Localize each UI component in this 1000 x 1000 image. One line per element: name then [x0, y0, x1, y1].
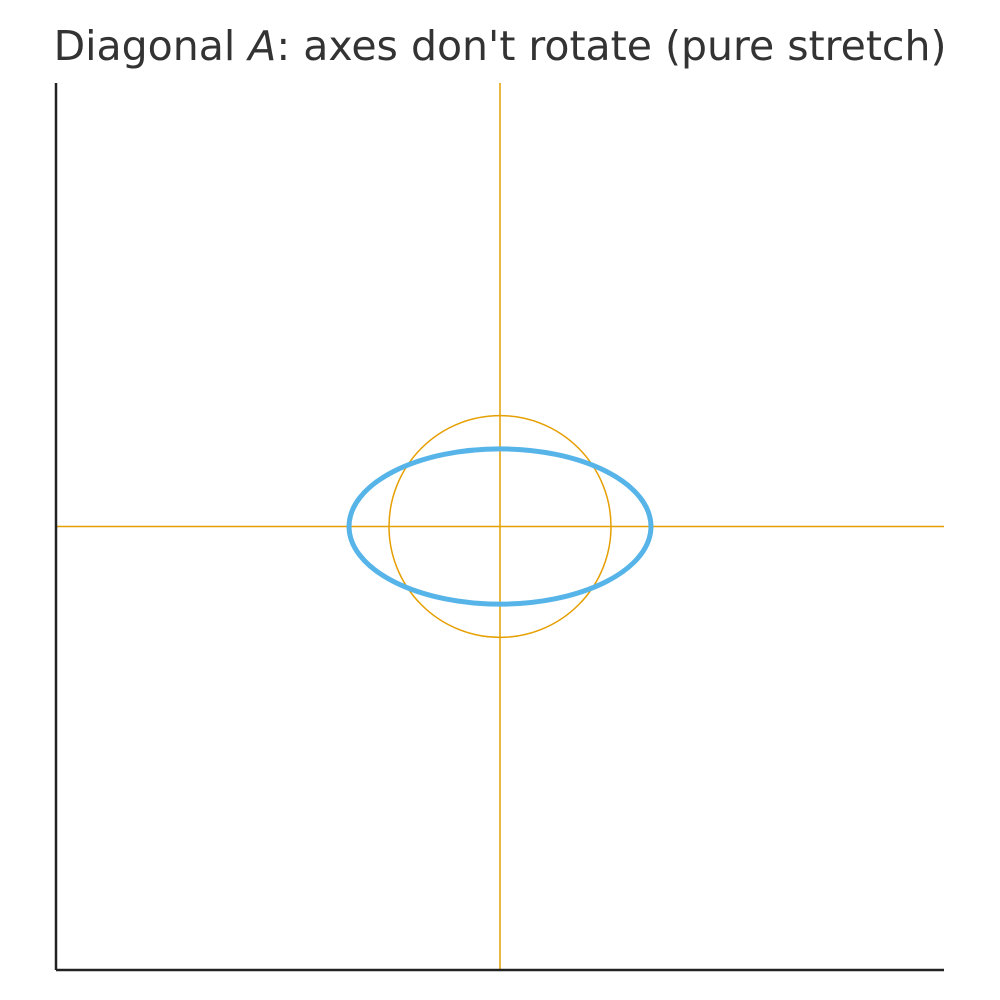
chart-title-math: A: [248, 22, 277, 70]
chart-title-prefix: Diagonal: [53, 22, 249, 70]
chart-title-suffix: : axes don't rotate (pure stretch): [276, 22, 947, 70]
chart-title: Diagonal A: axes don't rotate (pure stre…: [0, 22, 1000, 70]
chart-marks: [56, 83, 944, 970]
unit-circle: [388, 414, 612, 639]
transformed-ellipse: [346, 446, 654, 607]
